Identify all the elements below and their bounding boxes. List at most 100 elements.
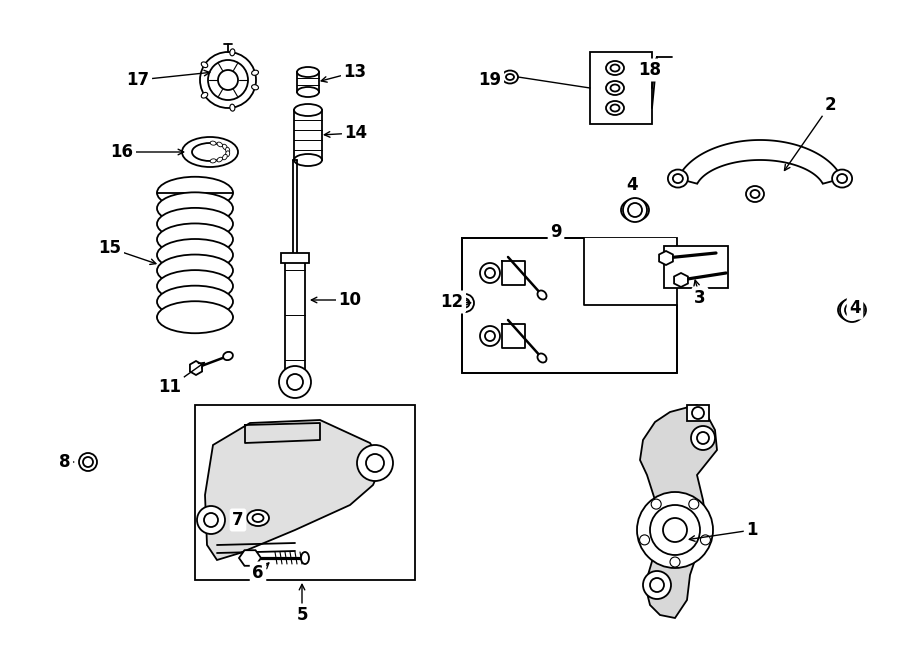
Circle shape: [623, 198, 647, 222]
Text: 9: 9: [550, 223, 562, 241]
Ellipse shape: [226, 147, 230, 153]
Polygon shape: [640, 405, 717, 618]
Ellipse shape: [223, 352, 233, 360]
Bar: [281, 253, 309, 263]
Circle shape: [279, 366, 311, 398]
Ellipse shape: [157, 223, 233, 255]
Text: 6: 6: [252, 564, 264, 582]
Ellipse shape: [217, 142, 222, 147]
Ellipse shape: [252, 85, 258, 90]
Ellipse shape: [461, 299, 470, 307]
Circle shape: [366, 454, 384, 472]
Circle shape: [670, 557, 680, 567]
Text: 12: 12: [440, 293, 464, 311]
Polygon shape: [190, 361, 203, 375]
Circle shape: [480, 263, 500, 283]
Circle shape: [840, 298, 864, 322]
Ellipse shape: [226, 151, 230, 157]
Ellipse shape: [253, 514, 264, 522]
Text: 8: 8: [59, 453, 71, 471]
Circle shape: [688, 499, 698, 509]
Circle shape: [83, 457, 93, 467]
Ellipse shape: [157, 254, 233, 287]
Text: 4: 4: [626, 176, 638, 194]
Ellipse shape: [192, 143, 228, 161]
Circle shape: [208, 60, 248, 100]
Ellipse shape: [157, 239, 233, 271]
Ellipse shape: [610, 65, 619, 71]
Ellipse shape: [294, 104, 322, 116]
Ellipse shape: [211, 141, 216, 145]
Circle shape: [197, 506, 225, 534]
Ellipse shape: [247, 510, 269, 526]
Ellipse shape: [751, 190, 760, 198]
Ellipse shape: [832, 169, 852, 188]
Ellipse shape: [211, 159, 216, 163]
Polygon shape: [239, 550, 261, 566]
Ellipse shape: [502, 71, 518, 83]
Ellipse shape: [537, 290, 546, 299]
Ellipse shape: [157, 286, 233, 318]
Text: 18: 18: [638, 61, 662, 79]
Circle shape: [485, 268, 495, 278]
Polygon shape: [205, 420, 383, 560]
Ellipse shape: [606, 101, 624, 115]
Ellipse shape: [606, 61, 624, 75]
Polygon shape: [678, 140, 842, 184]
Ellipse shape: [230, 49, 235, 56]
Ellipse shape: [157, 208, 233, 240]
Circle shape: [652, 499, 662, 509]
Ellipse shape: [157, 270, 233, 302]
Circle shape: [637, 492, 713, 568]
Ellipse shape: [294, 154, 322, 166]
Circle shape: [218, 70, 238, 90]
Circle shape: [640, 535, 650, 545]
Ellipse shape: [837, 174, 847, 183]
Text: 15: 15: [98, 239, 122, 257]
Bar: [584, 238, 676, 305]
Circle shape: [200, 52, 256, 108]
Circle shape: [691, 426, 715, 450]
Ellipse shape: [222, 155, 227, 160]
Polygon shape: [674, 273, 688, 287]
Ellipse shape: [297, 67, 319, 77]
Circle shape: [663, 518, 687, 542]
Text: 16: 16: [111, 143, 133, 161]
Bar: [462, 238, 677, 373]
Ellipse shape: [673, 174, 683, 183]
Text: 3: 3: [694, 289, 706, 307]
Text: 4: 4: [850, 299, 860, 317]
Ellipse shape: [668, 169, 688, 188]
Circle shape: [845, 303, 859, 317]
Polygon shape: [659, 251, 673, 265]
Circle shape: [204, 513, 218, 527]
Ellipse shape: [202, 93, 208, 98]
Text: 11: 11: [158, 378, 182, 396]
Bar: [285, 255, 305, 370]
Circle shape: [79, 453, 97, 471]
Ellipse shape: [202, 62, 208, 67]
Ellipse shape: [537, 354, 546, 362]
Text: 19: 19: [479, 71, 501, 89]
Ellipse shape: [222, 144, 227, 149]
Circle shape: [357, 445, 393, 481]
Text: 10: 10: [338, 291, 362, 309]
Ellipse shape: [838, 299, 866, 321]
Ellipse shape: [157, 176, 233, 209]
Circle shape: [628, 203, 642, 217]
Ellipse shape: [301, 552, 309, 564]
Ellipse shape: [456, 294, 474, 312]
Circle shape: [287, 374, 303, 390]
Bar: [664, 246, 728, 288]
Text: 7: 7: [232, 511, 244, 529]
Ellipse shape: [297, 87, 319, 97]
Text: 1: 1: [746, 521, 758, 539]
Ellipse shape: [157, 192, 233, 224]
Circle shape: [697, 432, 709, 444]
Bar: [294, 110, 322, 160]
Ellipse shape: [230, 104, 235, 111]
Bar: [687, 405, 709, 421]
Ellipse shape: [621, 199, 649, 221]
Text: 13: 13: [344, 63, 366, 81]
Bar: [590, 52, 652, 124]
